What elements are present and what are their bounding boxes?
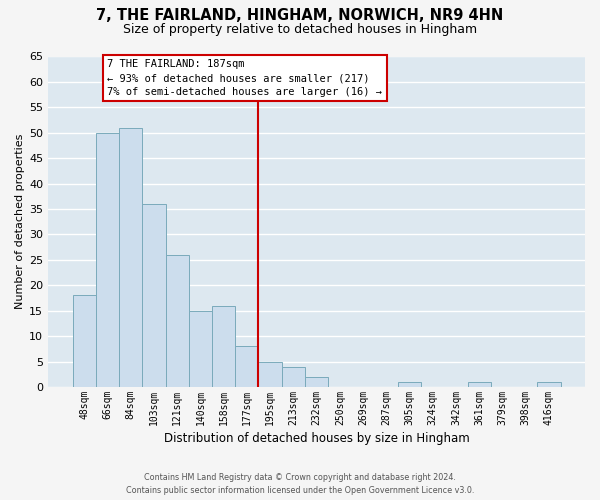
Bar (282, 366, 305, 387)
Bar (538, 382, 560, 387)
Text: Contains HM Land Registry data © Crown copyright and database right 2024.
Contai: Contains HM Land Registry data © Crown c… (126, 474, 474, 495)
Bar (212, 306, 235, 387)
Bar (305, 377, 328, 387)
Bar (398, 382, 421, 387)
Bar (73, 296, 96, 387)
Bar (259, 362, 282, 387)
Bar (96, 133, 119, 387)
X-axis label: Distribution of detached houses by size in Hingham: Distribution of detached houses by size … (164, 432, 469, 445)
Text: 7 THE FAIRLAND: 187sqm
← 93% of detached houses are smaller (217)
7% of semi-det: 7 THE FAIRLAND: 187sqm ← 93% of detached… (107, 59, 382, 97)
Bar (142, 204, 166, 387)
Text: Size of property relative to detached houses in Hingham: Size of property relative to detached ho… (123, 22, 477, 36)
Bar (166, 255, 189, 387)
Bar (235, 346, 259, 387)
Bar (467, 382, 491, 387)
Bar (189, 311, 212, 387)
Bar (119, 128, 142, 387)
Y-axis label: Number of detached properties: Number of detached properties (15, 134, 25, 310)
Text: 7, THE FAIRLAND, HINGHAM, NORWICH, NR9 4HN: 7, THE FAIRLAND, HINGHAM, NORWICH, NR9 4… (97, 8, 503, 22)
